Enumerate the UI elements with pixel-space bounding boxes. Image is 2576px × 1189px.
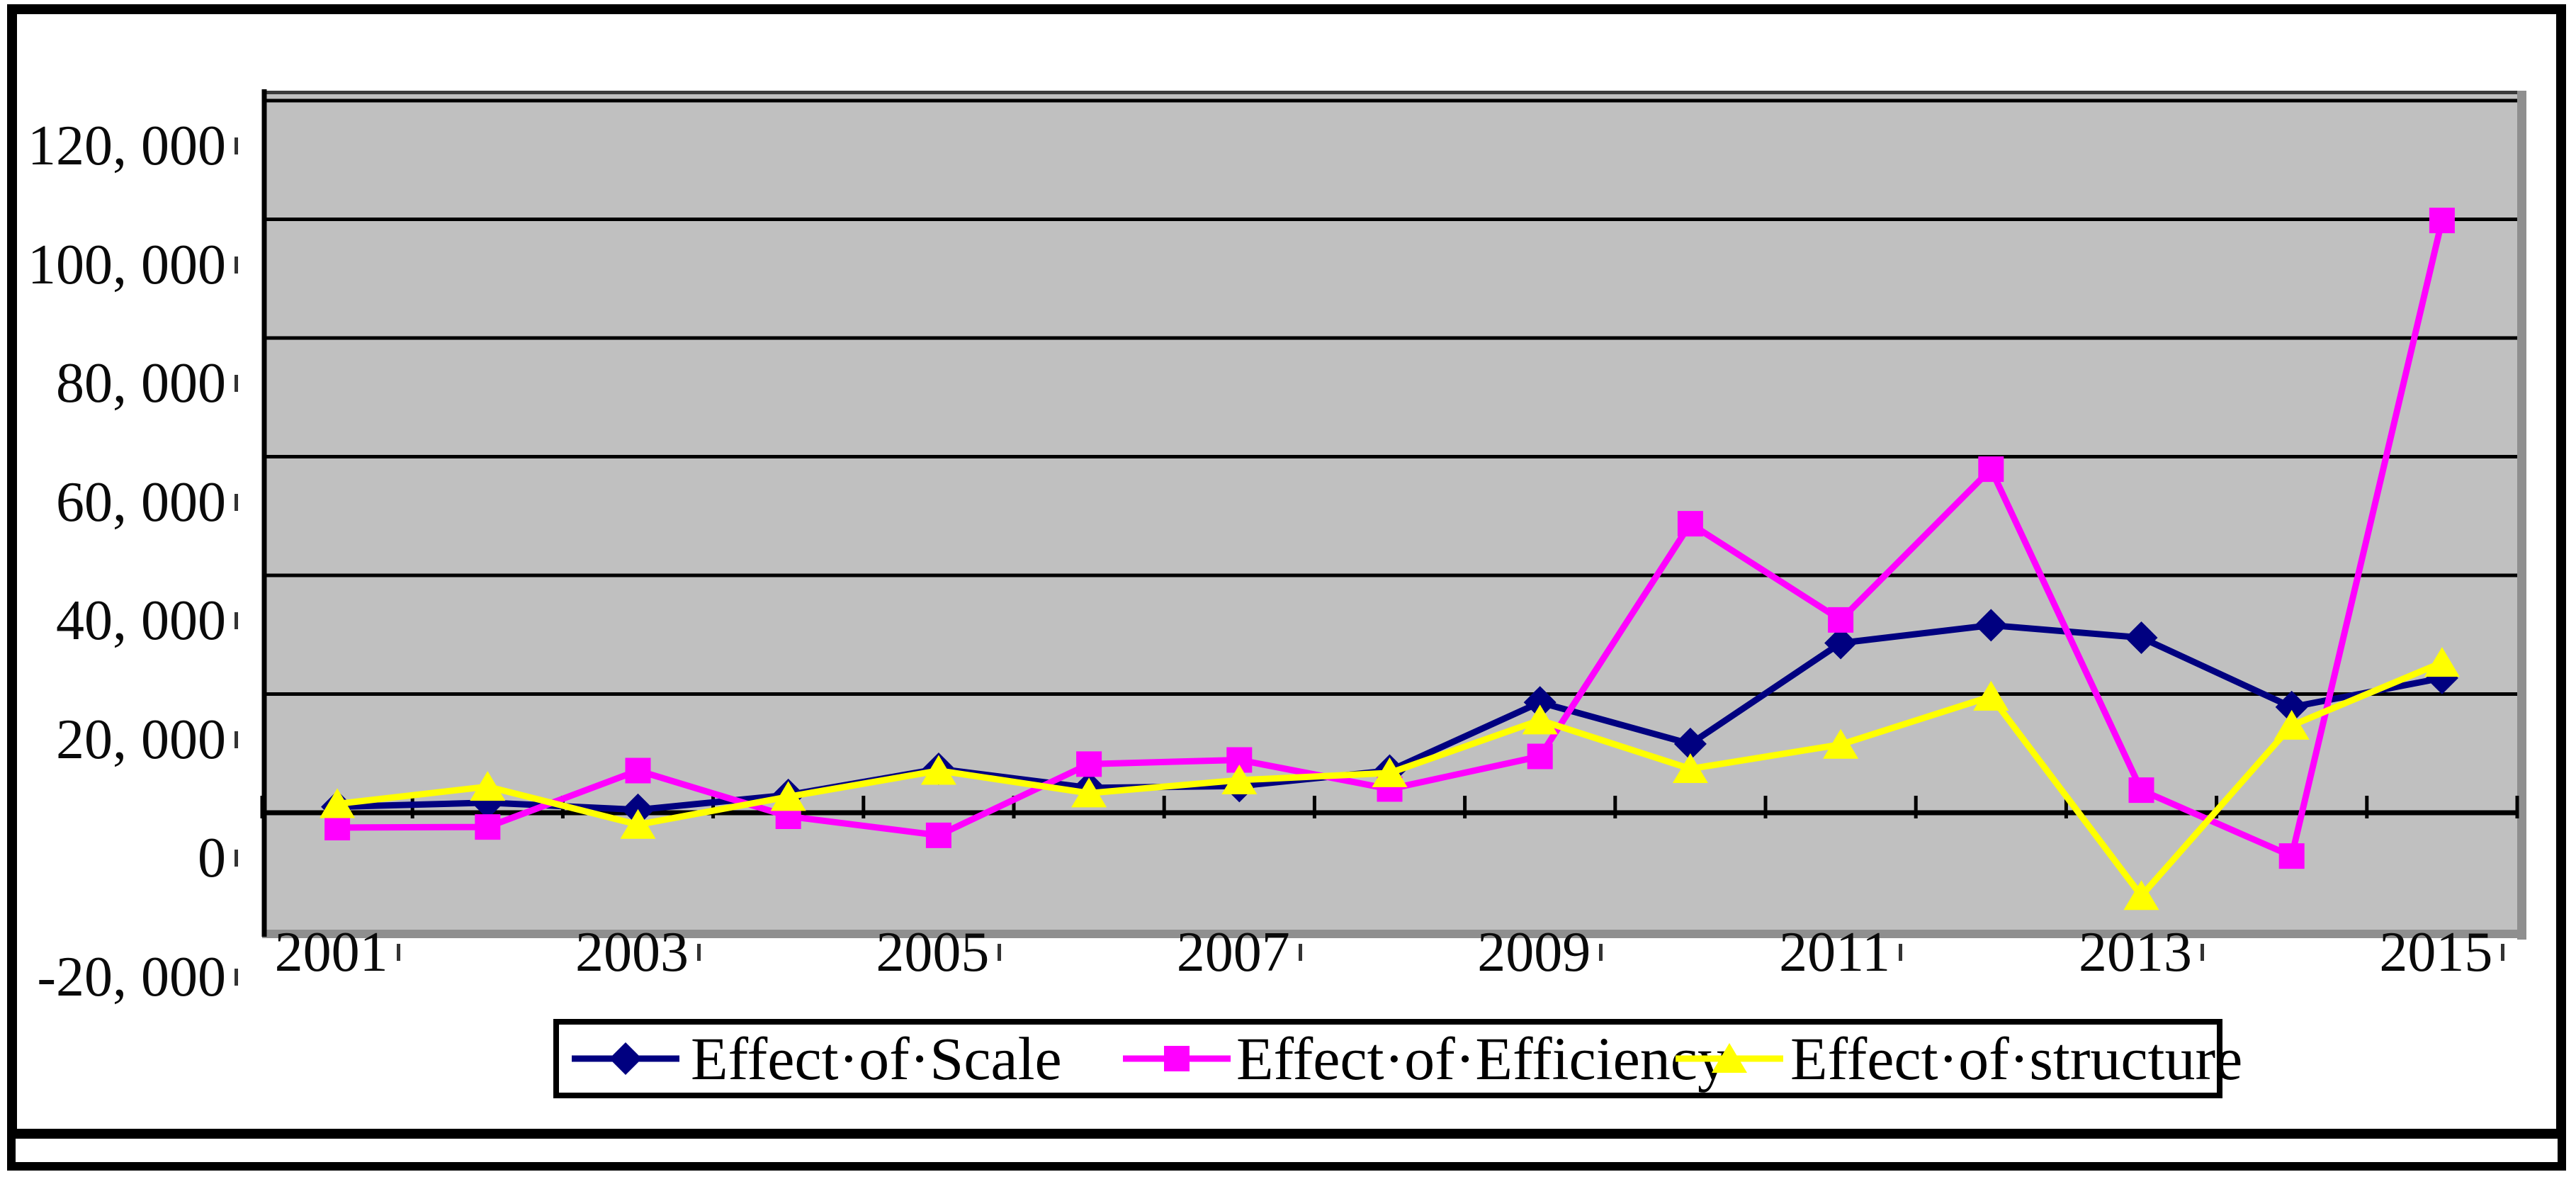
minor-tick-icon (235, 968, 238, 986)
minor-tick-icon (697, 944, 701, 961)
y-axis-label-0: 0 (4, 824, 238, 892)
y-axis-label--20000: -20, 000 (4, 943, 238, 1011)
legend-box: Effect·of·Scale Effect·of·Efficiency Eff… (553, 1019, 2242, 1098)
minor-tick-icon (1899, 944, 1903, 961)
x-axis-label-2013: 2013 (2035, 918, 2248, 986)
minor-tick-icon (235, 612, 238, 629)
y-axis-label-80000: 80, 000 (4, 349, 238, 417)
minor-tick-icon (2501, 944, 2505, 961)
x-axis-label-2009: 2009 (1434, 918, 1646, 986)
x-axis-label-2015: 2015 (2336, 918, 2548, 986)
legend-diamond-marker-icon (572, 1042, 679, 1075)
y-axis-label-20000: 20, 000 (4, 706, 238, 774)
minor-tick-icon (2201, 944, 2204, 961)
legend-triangle-marker-icon (1676, 1043, 1783, 1073)
minor-tick-icon (235, 493, 238, 511)
minor-tick-icon (235, 375, 238, 392)
legend-item-effect-of-structure: Effect·of·structure (1790, 1025, 2243, 1093)
minor-tick-icon (235, 137, 238, 154)
bottom-empty-row (7, 1139, 2566, 1171)
x-axis-label-2005: 2005 (832, 918, 1045, 986)
x-axis-label-2001: 2001 (231, 918, 444, 986)
minor-tick-icon (235, 256, 238, 274)
legend-item-effect-of-efficiency: Effect·of·Efficiency (1236, 1025, 1728, 1093)
y-axis-label-100000: 100, 000 (4, 231, 238, 299)
x-axis-label-2011: 2011 (1734, 918, 1947, 986)
minor-tick-icon (235, 850, 238, 867)
y-axis-label-60000: 60, 000 (4, 468, 238, 536)
minor-tick-icon (235, 731, 238, 748)
y-axis-label-40000: 40, 000 (4, 587, 238, 655)
minor-tick-icon (396, 944, 400, 961)
x-axis-label-2007: 2007 (1133, 918, 1345, 986)
minor-tick-icon (1599, 944, 1603, 961)
minor-tick-icon (998, 944, 1002, 961)
y-axis-label-120000: 120, 000 (4, 112, 238, 180)
x-axis-label-2003: 2003 (532, 918, 745, 986)
legend-item-effect-of-scale: Effect·of·Scale (691, 1025, 1062, 1093)
legend-square-marker-icon (1123, 1046, 1231, 1071)
minor-tick-icon (1298, 944, 1302, 961)
